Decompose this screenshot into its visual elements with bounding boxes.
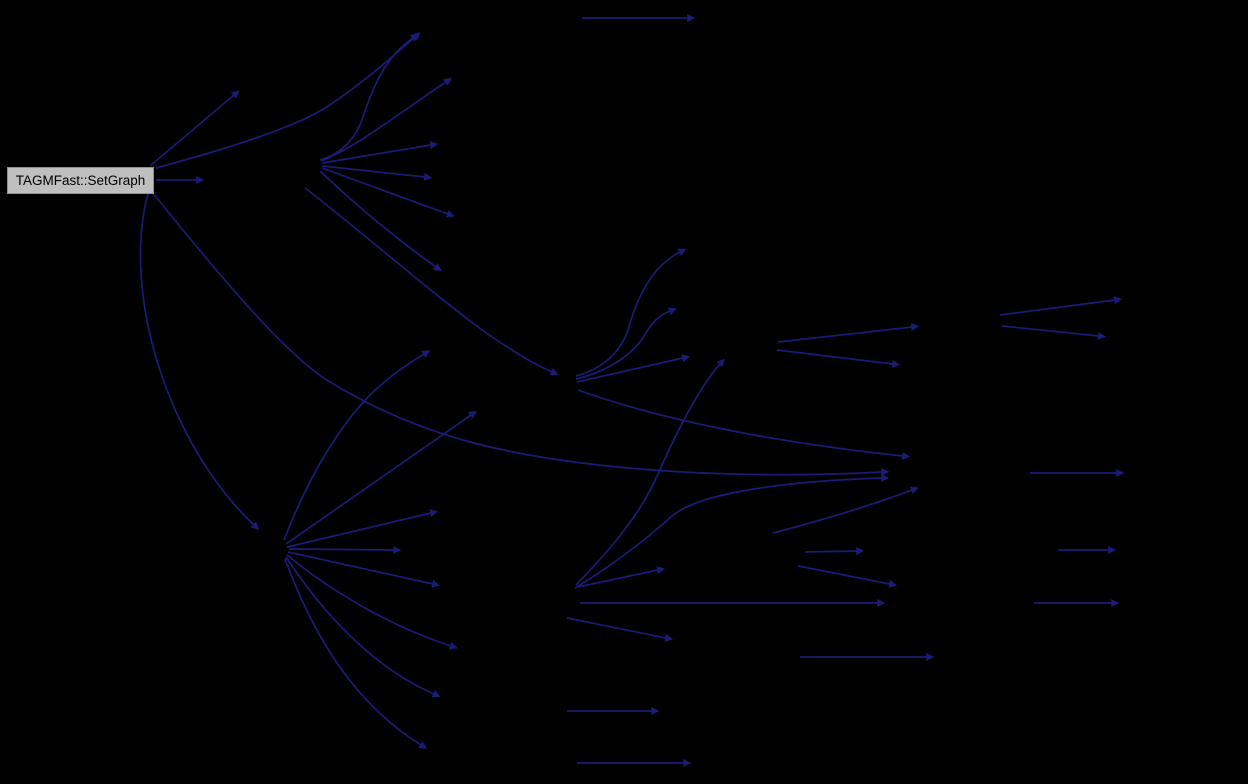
call-edge-root-up — [149, 90, 240, 167]
call-edge-root-to-lower-hub — [139, 193, 260, 530]
call-edge-bottomhub-e2 — [577, 566, 666, 588]
call-edge-hub1-e2 — [320, 78, 452, 162]
call-edge-n5-out-up — [777, 323, 920, 343]
call-edge-hub1-to-midhub — [304, 187, 559, 376]
call-edge-root-scurve-top — [155, 32, 421, 169]
call-edge-n8-short — [804, 547, 865, 556]
call-edge-n5-out-down — [776, 349, 901, 368]
call-edge-hub1-e4 — [321, 165, 433, 181]
call-edge-bottomhub-steep-up — [575, 358, 725, 586]
call-edge-midhub-e2 — [575, 307, 677, 380]
call-edge-bottomhub-curve-right — [574, 474, 890, 589]
call-edge-n8-down-right — [797, 565, 898, 588]
call-edge-hub1-e6 — [319, 170, 442, 272]
call-edge-lowerhub-e4 — [288, 545, 402, 554]
call-edge-hub1-e3 — [321, 141, 439, 164]
call-edge-midhub-scurve — [575, 248, 687, 377]
call-edge-hub1-e5 — [321, 167, 455, 218]
call-edge-bottomhub-e4 — [566, 617, 674, 642]
call-edge-n6-out-up — [999, 296, 1123, 316]
call-edge-lowerhub-e3 — [286, 509, 439, 548]
call-edge-midhub-long — [577, 389, 911, 460]
call-edge-midhub-e3 — [576, 354, 691, 383]
call-edge-root-long-spline — [151, 191, 890, 477]
call-edge-lowerhub-e5 — [287, 551, 441, 588]
call-edge-lowerhub-e6 — [286, 554, 458, 650]
call-edge-lowerhub-e7 — [285, 556, 441, 698]
node-tagmfast-setgraph[interactable]: TAGMFast::SetGraph — [7, 167, 154, 194]
call-edge-lowerhub-up-curve — [283, 350, 431, 541]
call-edge-lowerhub-e8 — [284, 558, 428, 749]
call-edge-n6-out-down — [1001, 325, 1107, 340]
call-edge-hub1-scurve-top — [319, 33, 419, 161]
call-edge-n8-up-right — [772, 486, 919, 534]
call-edge-lowerhub-steep — [285, 410, 477, 545]
